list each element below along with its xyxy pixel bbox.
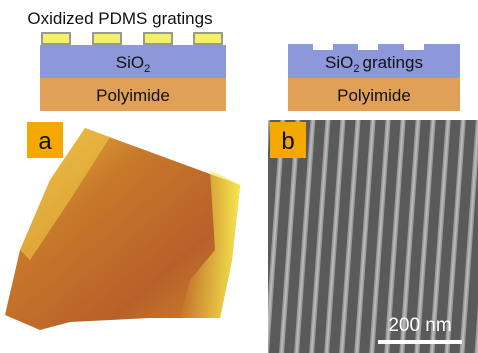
- panel-label: a: [38, 128, 52, 155]
- polyimide-label: Polyimide: [337, 86, 411, 105]
- scale-bar-label: 200 nm: [388, 315, 451, 336]
- sio2-text: SiO: [116, 53, 144, 72]
- polyimide-label: Polyimide: [96, 86, 170, 105]
- scale-bar: [378, 340, 462, 344]
- figure: Oxidized PDMS gratings SiO2 Polyimide Si…: [0, 0, 478, 353]
- sio2-sub: 2: [353, 63, 359, 75]
- afm-image: [5, 128, 240, 330]
- sio2-text: SiO: [325, 53, 353, 72]
- grating-label: Oxidized PDMS gratings: [27, 9, 212, 28]
- pdms-gratings: [42, 33, 222, 44]
- sio2-sub: 2: [144, 63, 150, 75]
- gratings-text: gratings: [362, 53, 422, 72]
- panel-label: b: [281, 128, 294, 155]
